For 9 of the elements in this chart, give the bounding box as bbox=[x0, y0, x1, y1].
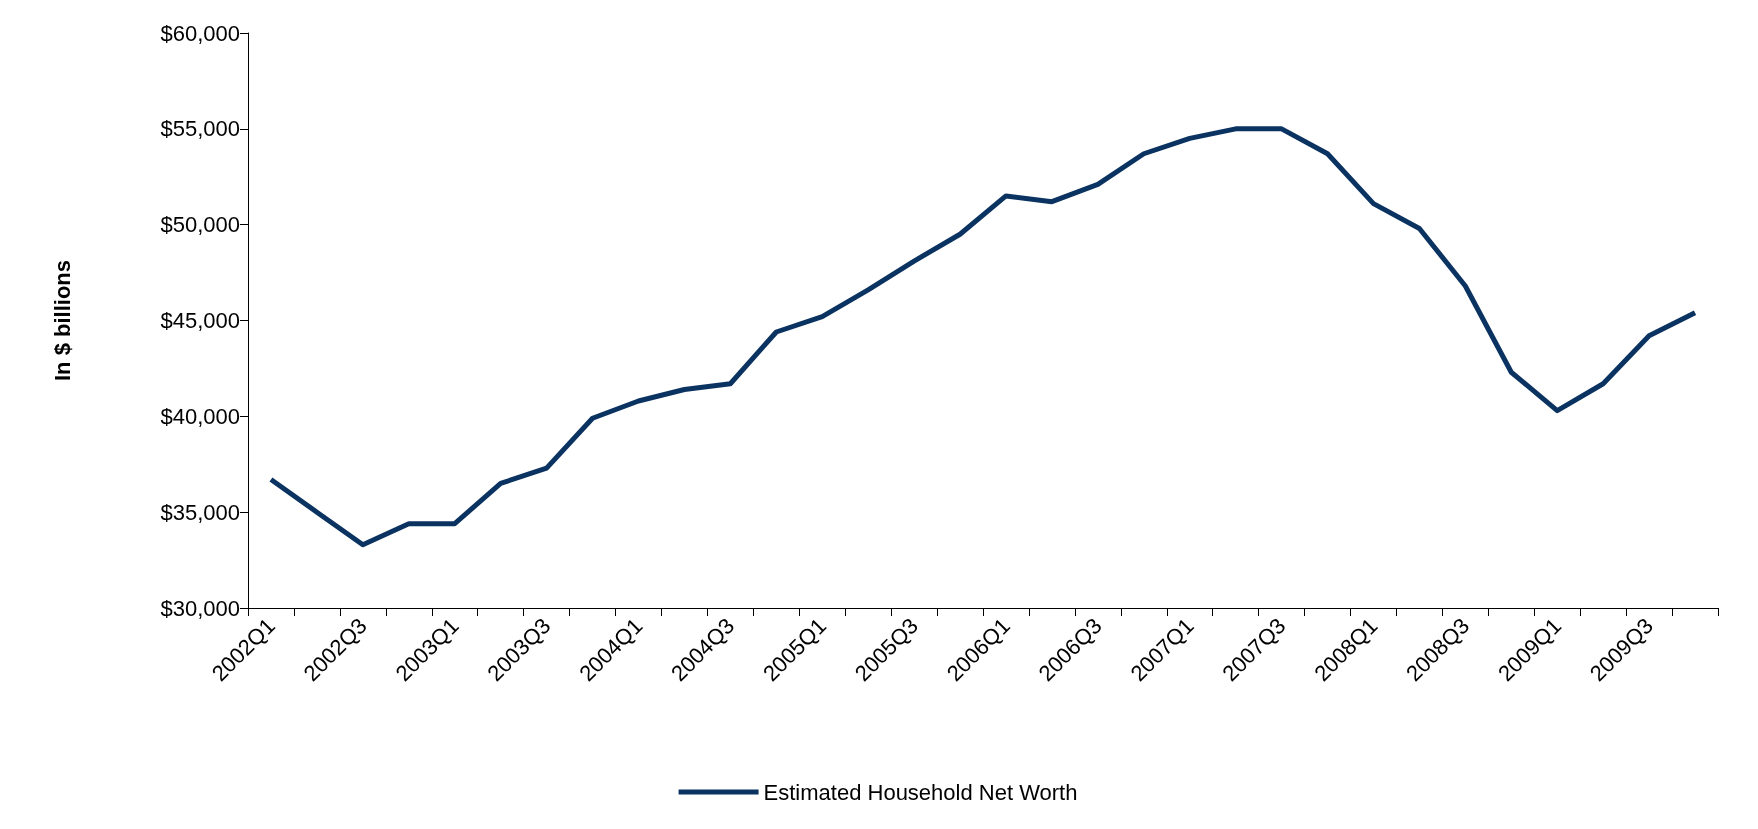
y-tick-label: $30,000 bbox=[160, 595, 240, 621]
y-tick-label: $35,000 bbox=[160, 499, 240, 525]
y-tick-label: $40,000 bbox=[160, 403, 240, 429]
y-axis-title: In $ billions bbox=[49, 259, 75, 382]
legend-label: Estimated Household Net Worth bbox=[763, 779, 1078, 805]
y-tick-label: $50,000 bbox=[160, 212, 240, 238]
y-tick-label: $60,000 bbox=[160, 20, 240, 46]
y-tick-label: $45,000 bbox=[160, 308, 240, 333]
y-tick-label: $55,000 bbox=[160, 116, 240, 142]
